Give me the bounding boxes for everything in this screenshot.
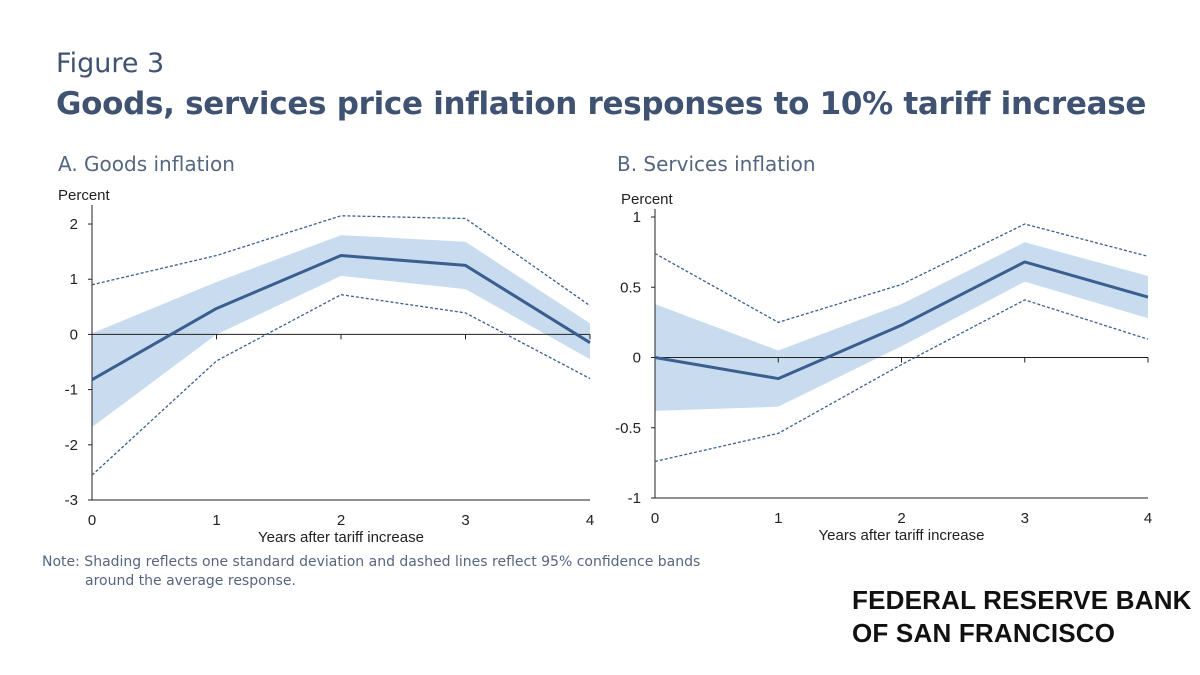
- goods-ci95-upper-line: [91, 215, 591, 307]
- services-y-tick-label: 1: [633, 209, 641, 226]
- goods-x-tick-label: 2: [337, 512, 345, 529]
- goods-y-tick-label: -1: [65, 382, 78, 399]
- panel-b-title: B. Services inflation: [617, 152, 816, 176]
- goods-average-response-line: [91, 253, 591, 381]
- services-ci95-lower-line: [654, 299, 1149, 463]
- logo-line-1: FEDERAL RESERVE BANK: [852, 585, 1192, 615]
- services-x-tick-label: 0: [651, 510, 659, 527]
- goods-y-axis-label: Percent: [58, 187, 111, 204]
- services-y-tick-label: -1: [628, 490, 641, 507]
- goods-std-dev-band: [92, 235, 590, 428]
- services-x-tick-label: 2: [897, 510, 905, 527]
- services-ci95-upper-line: [654, 223, 1149, 324]
- figure-label: Figure 3: [56, 48, 165, 79]
- services-x-axis-label: Years after tariff increase: [819, 527, 985, 544]
- goods-x-tick-label: 3: [461, 512, 469, 529]
- goods-x-tick-label: 4: [586, 512, 594, 529]
- services-y-tick-label: 0.5: [620, 279, 641, 296]
- note: Note: Shading reflects one standard devi…: [42, 553, 700, 591]
- goods-x-tick-label: 0: [88, 512, 96, 529]
- frbsf-logo: FEDERAL RESERVE BANK OF SAN FRANCISCO: [852, 584, 1192, 650]
- panel-a-title: A. Goods inflation: [58, 152, 235, 176]
- logo-line-2: OF SAN FRANCISCO: [852, 618, 1116, 648]
- goods-ci95-lower-line: [91, 294, 591, 476]
- services-x-tick-label: 1: [774, 510, 782, 527]
- goods-y-tick-label: -3: [65, 492, 78, 509]
- services-x-tick-label: 3: [1021, 510, 1029, 527]
- goods-y-tick-label: 1: [70, 271, 78, 288]
- services-y-axis-label: Percent: [621, 191, 674, 208]
- goods-x-tick-label: 1: [212, 512, 220, 529]
- goods-y-tick-label: -2: [65, 437, 78, 454]
- note-line-2: around the average response.: [85, 573, 296, 589]
- figure-title: Goods, services price inflation response…: [56, 86, 1147, 122]
- services-y-tick-label: 0: [633, 350, 641, 367]
- goods-y-tick-label: 0: [70, 326, 78, 343]
- services-y-tick-label: -0.5: [615, 420, 641, 437]
- note-line-1: Note: Shading reflects one standard devi…: [42, 554, 701, 570]
- goods-x-axis-label: Years after tariff increase: [258, 529, 424, 546]
- services-x-tick-label: 4: [1144, 510, 1152, 527]
- goods-y-tick-label: 2: [70, 216, 78, 233]
- services-average-response-line: [654, 260, 1149, 381]
